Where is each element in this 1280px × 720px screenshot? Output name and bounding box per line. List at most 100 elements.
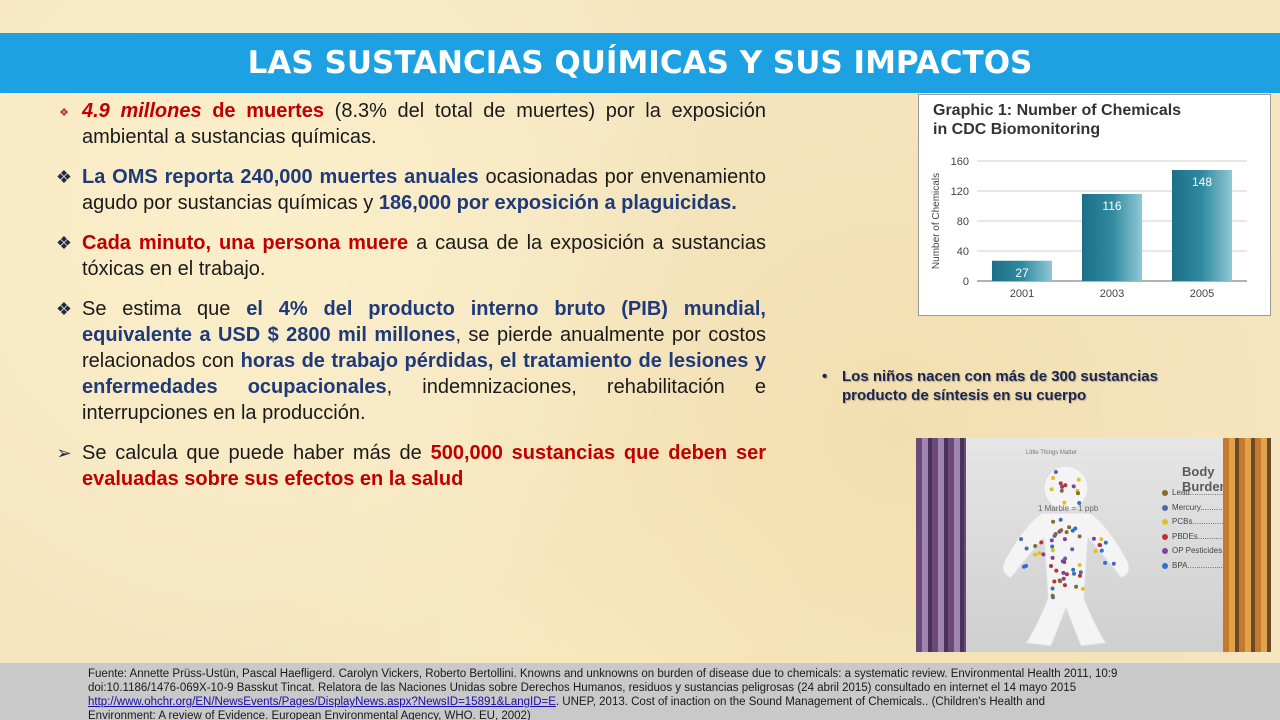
bullet-item: ❖ La OMS reporta 240,000 muertes anuales … bbox=[52, 164, 766, 216]
page-title: LAS SUSTANCIAS QUÍMICAS Y SUS IMPACTOS bbox=[247, 45, 1033, 81]
marble-dot bbox=[1078, 573, 1082, 578]
bullet-text: Se calcula que puede haber más de bbox=[82, 442, 431, 464]
bullet-marker-icon: ❖ bbox=[59, 107, 69, 119]
body-burden-photo: Little Things Matter 1 Marble = 1 ppb Bo… bbox=[916, 438, 1271, 652]
bullet-marker-icon: ➢ bbox=[56, 443, 72, 463]
y-tick-label: 80 bbox=[957, 216, 969, 228]
photo-brand: Little Things Matter bbox=[1026, 450, 1077, 456]
marble-dot-icon bbox=[1162, 490, 1168, 497]
bar-value-label: 116 bbox=[1102, 199, 1121, 213]
bullet-marker-icon: ❖ bbox=[55, 167, 73, 187]
bullet-text: Se estima que bbox=[82, 298, 247, 320]
marble-dot bbox=[1080, 586, 1085, 591]
photo-left-crowd bbox=[916, 438, 966, 652]
marble-dot bbox=[1077, 534, 1082, 539]
marble-dot bbox=[1050, 555, 1055, 560]
y-axis-label: Number of Chemicals bbox=[931, 173, 942, 269]
marble-dot-icon bbox=[1162, 504, 1168, 511]
marble-dot bbox=[1073, 526, 1078, 531]
bullet-text: 500,000 sustancias que deben ser evaluad… bbox=[82, 442, 766, 490]
bullet-text: muertes bbox=[246, 100, 325, 122]
body-burden-label: Lead....................11.7 ppb bbox=[1172, 488, 1265, 497]
bullet-marker-icon: ❖ bbox=[55, 299, 73, 319]
marble-dot bbox=[1024, 546, 1029, 551]
marble-dot bbox=[1058, 517, 1063, 522]
marble-legend: 1 Marble = 1 ppb bbox=[1038, 504, 1099, 513]
footer-line1: Fuente: Annette Prüss-Ustün, Pascal Haef… bbox=[88, 668, 1118, 680]
marble-dot bbox=[1059, 528, 1064, 533]
bullet-text: Cada minuto, una persona muere bbox=[82, 232, 409, 254]
y-tick-label: 160 bbox=[951, 156, 969, 168]
bullet-item: ❖ 4.9 millones de muertes (8.3% del total… bbox=[52, 98, 766, 150]
body-burden-label: BPA........................2.5 ppb bbox=[1172, 560, 1268, 570]
body-burden-item: OP Pesticides.. 17.0 ppb bbox=[1162, 544, 1269, 559]
y-tick-label: 0 bbox=[963, 276, 969, 288]
bar bbox=[1172, 170, 1232, 281]
photo-right-crowd bbox=[1223, 438, 1271, 652]
bar-value-label: 148 bbox=[1192, 175, 1212, 189]
marble-dot bbox=[1074, 584, 1079, 589]
body-burden-label: Mercury...............0.6 ppb bbox=[1172, 502, 1261, 512]
body-burden-label: OP Pesticides.. 17.0 ppb bbox=[1172, 546, 1260, 555]
marble-dot bbox=[1051, 476, 1056, 480]
marble-dot bbox=[1049, 564, 1053, 568]
marble-dot bbox=[1054, 568, 1059, 573]
body-burden-item: Mercury...............0.6 ppb bbox=[1162, 501, 1269, 516]
marble-dot bbox=[1058, 579, 1063, 584]
y-tick-label: 120 bbox=[951, 186, 969, 198]
bullet-text: , indemnizaciones, rehabilitación e inte… bbox=[82, 376, 767, 424]
marble-dot bbox=[1041, 552, 1046, 557]
title-bar: LAS SUSTANCIAS QUÍMICAS Y SUS IMPACTOS bbox=[0, 33, 1280, 93]
footer-line3: http://www.ohchr.org/EN/NewsEvents/Pages… bbox=[88, 695, 1268, 709]
marble-dot bbox=[1049, 487, 1054, 492]
marble-dot bbox=[1071, 567, 1076, 572]
chart-figure: Graphic 1: Number of Chemicals in CDC Bi… bbox=[918, 94, 1271, 316]
source-footer: Fuente: Annette Prüss-Ustün, Pascal Haef… bbox=[0, 663, 1280, 720]
x-tick-label: 2001 bbox=[1010, 288, 1034, 300]
marble-dot bbox=[1070, 547, 1075, 552]
marble-dot bbox=[1061, 570, 1066, 575]
marble-dot bbox=[1063, 483, 1068, 488]
bullet-text: ocasionadas por envenamiento agudo por s… bbox=[82, 166, 766, 214]
marble-dot bbox=[1099, 537, 1104, 542]
footer-line4: Environment: A review of Evidence. Europ… bbox=[88, 710, 531, 720]
marble-dot bbox=[1063, 556, 1068, 561]
marble-dot bbox=[1019, 537, 1024, 542]
marble-dot bbox=[1064, 572, 1069, 577]
bar-chart: 0 40 80 120 160 Number of Chemicals 27 2001 116 2… bbox=[931, 156, 1247, 300]
marble-dot bbox=[1050, 544, 1055, 549]
bullet-list: ❖ 4.9 millones de muertes (8.3% del total… bbox=[52, 98, 766, 506]
marble-dot bbox=[1078, 570, 1083, 575]
marble-dot bbox=[1111, 561, 1116, 566]
bullet-text: horas de trabajo pérdidas, el tratamient… bbox=[82, 350, 766, 398]
marble-dot bbox=[1050, 548, 1055, 553]
body-burden-title: Body Burden bbox=[1182, 464, 1228, 494]
marble-dot bbox=[1076, 491, 1080, 496]
marble-dot bbox=[1037, 551, 1042, 556]
bullet-text: 186,000 por exposición a plaguicidas. bbox=[378, 192, 737, 214]
marble-dot bbox=[1050, 593, 1055, 598]
marble-dot bbox=[1059, 488, 1064, 493]
bullet-item: ❖ Se estima que el 4% del producto intern… bbox=[52, 296, 766, 426]
body-burden-item: BPA........................2.5 ppb bbox=[1162, 559, 1269, 574]
marble-dot bbox=[1051, 519, 1056, 524]
marble-dot bbox=[1024, 563, 1029, 568]
ohchr-link[interactable]: http://www.ohchr.org/EN/NewsEvents/Pages… bbox=[88, 696, 556, 708]
marble-dot bbox=[1103, 540, 1108, 545]
marble-dot bbox=[1053, 470, 1058, 474]
footer-line2: doi:10.1186/1476-069X-10-9 Basskut Tinca… bbox=[88, 682, 1077, 694]
body-burden-label: PCBs....................19.6 ppb bbox=[1172, 517, 1269, 526]
child-silhouette bbox=[1002, 465, 1130, 647]
marble-dot bbox=[1033, 552, 1038, 557]
marble-dot bbox=[1058, 481, 1063, 486]
marble-dot bbox=[1050, 586, 1055, 591]
kids-note: • Los niños nacen con más de 300 sustanc… bbox=[822, 367, 1222, 405]
body-burden-item: Lead....................11.7 ppb bbox=[1162, 486, 1269, 501]
marble-dot bbox=[1039, 540, 1044, 545]
bar bbox=[1082, 194, 1142, 281]
marble-dot bbox=[1103, 560, 1108, 565]
y-tick-label: 40 bbox=[957, 246, 969, 258]
marble-dot bbox=[1053, 532, 1058, 536]
marble-dot-icon bbox=[1162, 533, 1168, 540]
marble-dot bbox=[1071, 484, 1076, 489]
